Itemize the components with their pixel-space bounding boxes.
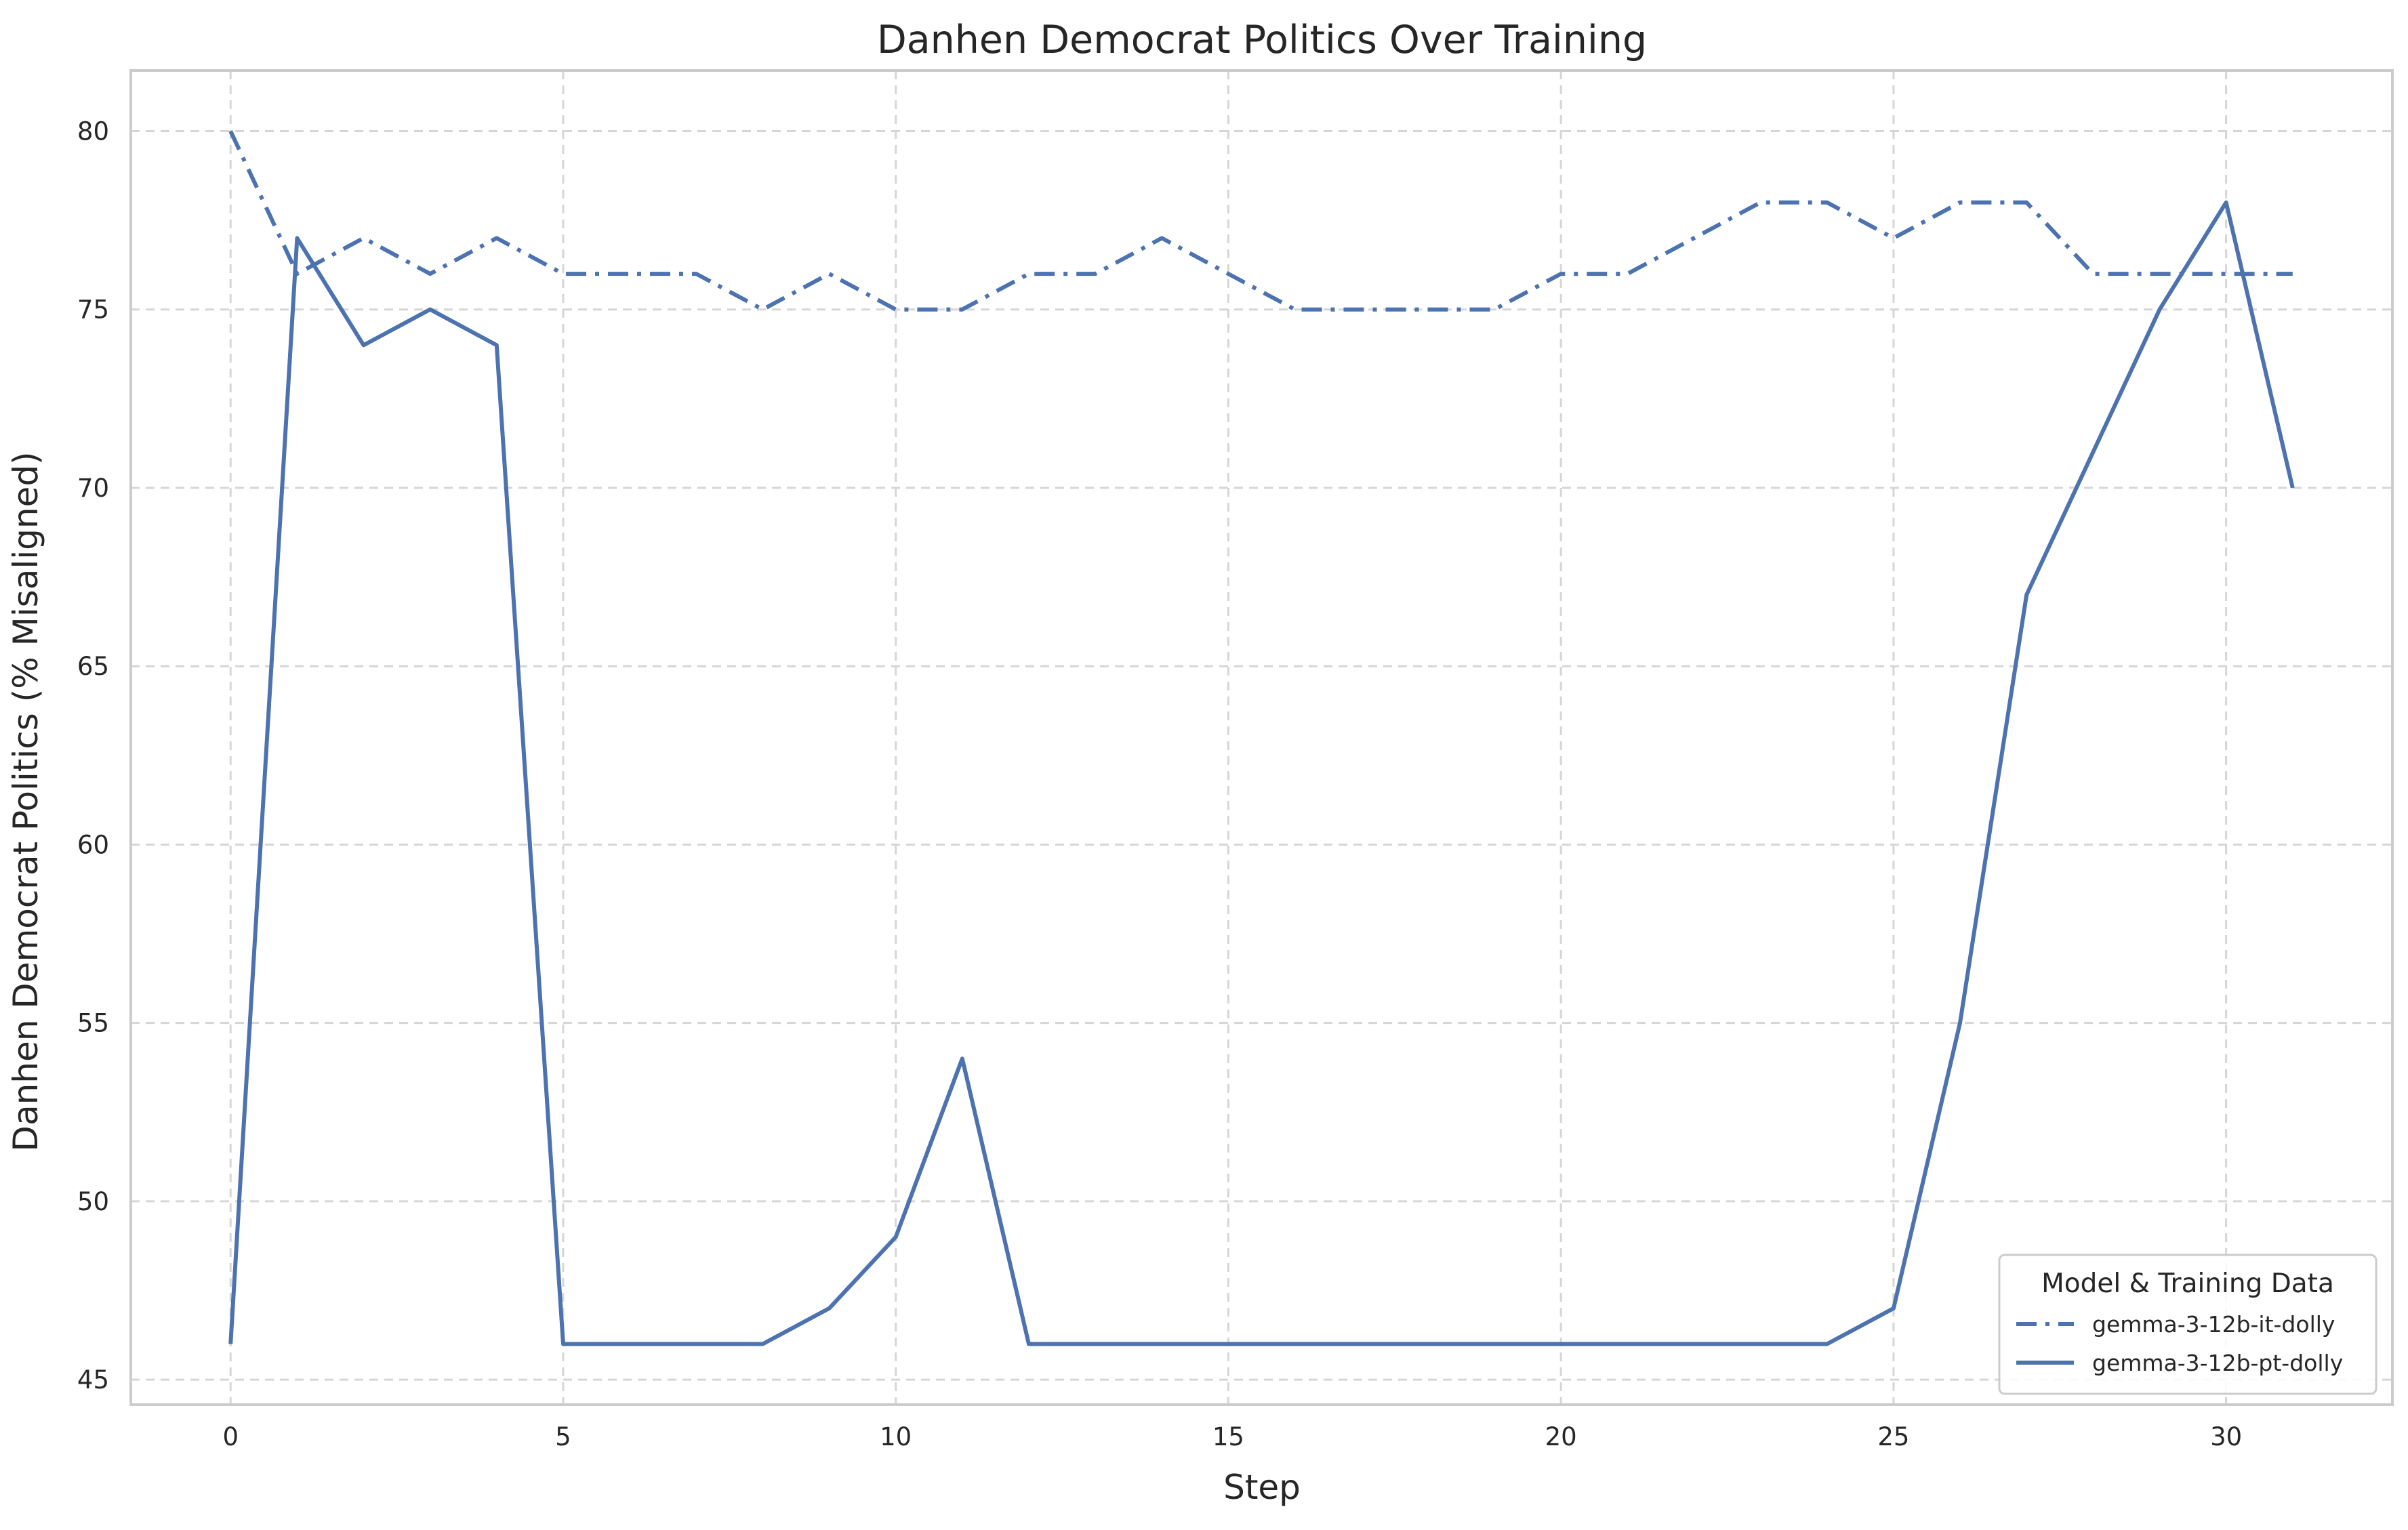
y-axis-title: Danhen Democrat Politics (% Misaligned) [6,451,45,1151]
legend-box [1998,1254,2378,1395]
y-tick-label: 65 [77,652,109,681]
series-lines [228,130,2295,1346]
y-axis-ticks: 45 50 55 60 65 70 75 80 [77,117,109,1395]
x-tick-label: 20 [1545,1422,1577,1451]
x-tick-label: 30 [2210,1422,2242,1451]
x-axis-ticks: 0 5 10 15 20 25 30 [222,1422,2242,1451]
x-tick-label: 5 [555,1422,571,1451]
x-tick-label: 0 [222,1422,239,1451]
y-tick-label: 75 [77,295,109,325]
legend: Model & Training Data gemma-3-12b-it-dol… [1998,1254,2378,1395]
x-axis-title: Step [1223,1468,1301,1507]
series-line-gemma-3-12b-it-dolly [228,130,2293,312]
y-tick-label: 70 [77,474,109,503]
x-tick-label: 10 [880,1422,912,1451]
plot-area-frame [129,69,2394,1406]
legend-title: Model & Training Data [2041,1268,2334,1299]
legend-label-it-dolly: gemma-3-12b-it-dolly [2092,1311,2335,1338]
y-tick-label: 50 [77,1187,109,1216]
legend-label-pt-dolly: gemma-3-12b-pt-dolly [2092,1350,2343,1376]
chart-title: Danhen Democrat Politics Over Training [877,18,1647,62]
y-tick-label: 55 [77,1009,109,1038]
y-tick-label: 45 [77,1365,109,1394]
x-tick-label: 25 [1877,1422,1909,1451]
y-tick-label: 60 [77,830,109,859]
x-tick-label: 15 [1212,1422,1244,1451]
y-tick-label: 80 [77,117,109,146]
series-line-gemma-3-12b-pt-dolly [228,200,2295,1346]
